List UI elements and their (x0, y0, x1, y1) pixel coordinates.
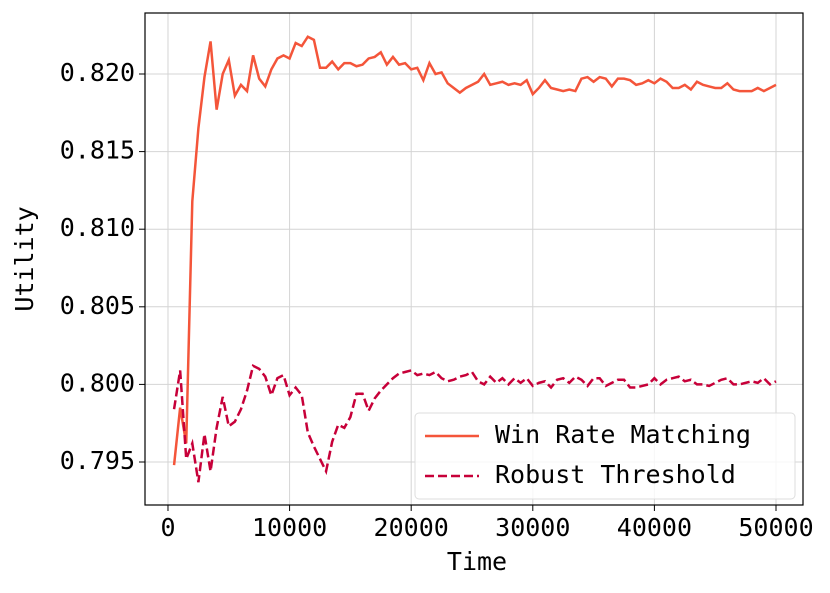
legend-item: Robust Threshold (495, 460, 736, 489)
x-tick-label: 10000 (252, 513, 327, 542)
y-tick-label: 0.805 (60, 291, 135, 320)
y-tick-label: 0.810 (60, 213, 135, 242)
legend-item: Win Rate Matching (495, 420, 751, 449)
x-tick-label: 0 (160, 513, 175, 542)
legend-box (414, 412, 796, 500)
y-tick-label: 0.800 (60, 368, 135, 397)
x-tick-label: 30000 (495, 513, 570, 542)
y-axis-label: Utility (10, 206, 39, 311)
x-axis-label: Time (447, 547, 507, 576)
axes-frame (144, 12, 804, 506)
y-tick-label: 0.815 (60, 136, 135, 165)
y-tick-label: 0.795 (60, 446, 135, 475)
y-tick-label: 0.820 (60, 58, 135, 87)
x-tick-label: 50000 (738, 513, 813, 542)
line-series (172, 35, 777, 466)
x-tick-label: 20000 (374, 513, 449, 542)
line-series (172, 363, 777, 483)
x-tick-label: 40000 (617, 513, 692, 542)
